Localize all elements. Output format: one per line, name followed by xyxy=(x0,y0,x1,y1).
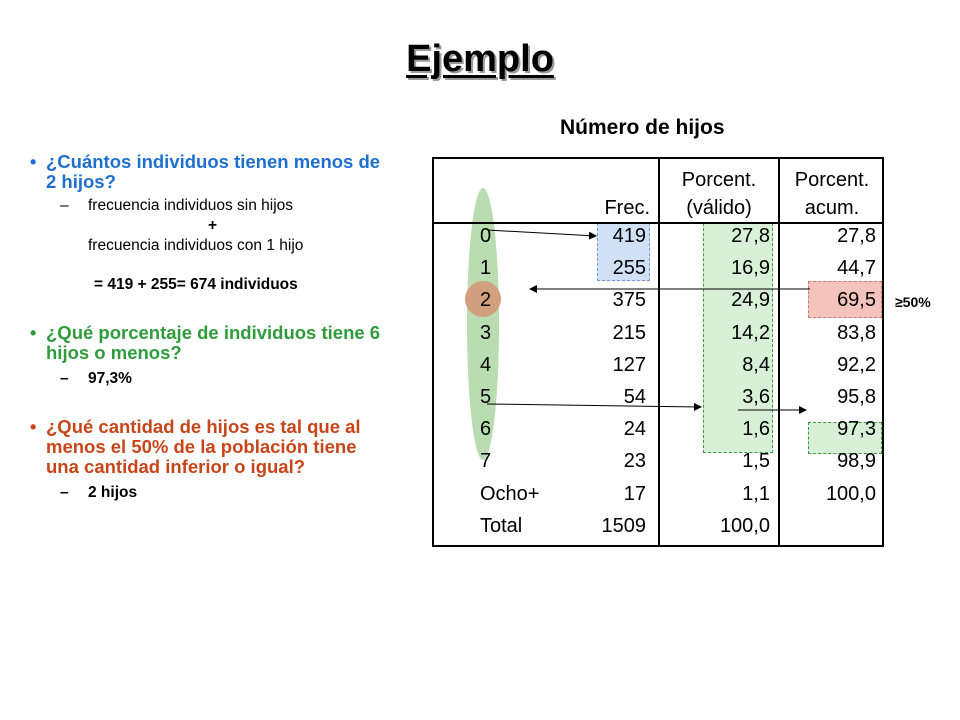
pct-valid-cell: 8,4 xyxy=(742,353,770,376)
pct-acum-cell: 100,0 xyxy=(825,482,876,505)
row-label: 4 xyxy=(480,353,492,376)
row-label: 7 xyxy=(480,450,492,473)
row-label: 3 xyxy=(480,321,492,344)
pct-valid-highlight xyxy=(703,223,773,453)
header-pct-acum-2: acum. xyxy=(804,197,860,219)
pct-acum-cell: 44,7 xyxy=(837,257,876,280)
row-label: Total xyxy=(480,514,523,537)
pct-acum-median-highlight xyxy=(808,281,882,318)
col-divider xyxy=(658,157,660,547)
q1-line-2: frecuencia individuos con 1 hijo xyxy=(88,237,304,254)
q1-result: = 419 + 255= 674 individuos xyxy=(94,276,298,293)
frec-cell: 127 xyxy=(612,353,646,376)
slide-title: Ejemplo xyxy=(406,38,554,80)
bullet-dot: • xyxy=(30,152,37,172)
pct-acum-cell: 97,3 xyxy=(837,418,876,441)
dash: – xyxy=(60,484,69,501)
threshold-label: ≥50% xyxy=(895,294,931,310)
bullet-list: • ¿Cuántos individuos tienen menos de 2 … xyxy=(30,152,390,503)
pct-valid-cell: 16,9 xyxy=(731,257,770,280)
frec-cell: 215 xyxy=(612,321,646,344)
question-1: • ¿Cuántos individuos tienen menos de 2 … xyxy=(30,152,390,192)
q1-plus: + xyxy=(208,217,218,234)
dash: – xyxy=(60,197,69,214)
pct-acum-cell: 92,2 xyxy=(837,353,876,376)
pct-valid-cell: 24,9 xyxy=(731,289,770,312)
pct-valid-cell: 14,2 xyxy=(731,321,770,344)
question-2-text: ¿Qué porcentaje de individuos tiene 6 hi… xyxy=(46,322,381,363)
frec-cell: 24 xyxy=(623,418,646,441)
q3-answer: – 2 hijos xyxy=(60,484,138,501)
header-frec: Frec. xyxy=(604,197,650,219)
pct-valid-cell: 1,5 xyxy=(742,450,770,473)
row-label: 2 xyxy=(480,289,492,312)
question-3: • ¿Qué cantidad de hijos es tal que al m… xyxy=(30,417,390,477)
header-pct-valid-2: (válido) xyxy=(686,197,752,219)
frec-cell: 1509 xyxy=(601,514,647,537)
pct-acum-cell: 95,8 xyxy=(837,386,876,408)
frec-cell: 23 xyxy=(623,450,646,473)
q1-line-1: – frecuencia individuos sin hijos xyxy=(60,197,294,214)
pct-valid-cell: 1,1 xyxy=(742,482,770,505)
frec-cell: 419 xyxy=(612,225,646,247)
row-label: 5 xyxy=(480,386,492,408)
frec-highlight xyxy=(597,223,650,281)
header-pct-valid-1: Porcent. xyxy=(681,169,757,191)
pct-acum-cell: 83,8 xyxy=(837,321,876,344)
row-label: 0 xyxy=(480,225,492,247)
question-1-text: ¿Cuántos individuos tienen menos de 2 hi… xyxy=(46,151,381,192)
header-divider xyxy=(432,222,884,224)
pct-acum-cell: 69,5 xyxy=(837,289,876,312)
pct-acum-cell: 27,8 xyxy=(837,225,876,247)
row-label: 1 xyxy=(480,257,492,280)
frec-cell: 17 xyxy=(623,482,646,505)
header-pct-acum-1: Porcent. xyxy=(794,169,870,191)
bullet-dot: • xyxy=(30,417,37,437)
table-title: Número de hijos xyxy=(560,116,725,139)
col-divider xyxy=(778,157,780,547)
q2-answer: – 97,3% xyxy=(60,370,132,387)
frec-cell: 54 xyxy=(623,386,646,408)
frec-cell: 375 xyxy=(612,289,646,312)
pct-valid-cell: 100,0 xyxy=(719,514,770,537)
pct-acum-cell: 98,9 xyxy=(837,450,876,473)
pct-valid-cell: 3,6 xyxy=(742,386,770,408)
row-label: Ocho+ xyxy=(480,482,540,505)
question-2: • ¿Qué porcentaje de individuos tiene 6 … xyxy=(30,323,390,363)
pct-acum-97-highlight xyxy=(808,422,882,454)
pct-valid-cell: 27,8 xyxy=(731,225,770,247)
label-2-circle-highlight xyxy=(465,281,501,317)
frec-cell: 255 xyxy=(612,257,646,280)
row-label: 6 xyxy=(480,418,492,441)
pct-valid-cell: 1,6 xyxy=(742,418,770,441)
question-3-text: ¿Qué cantidad de hijos es tal que al men… xyxy=(46,416,361,477)
bullet-dot: • xyxy=(30,323,37,343)
dash: – xyxy=(60,370,69,387)
